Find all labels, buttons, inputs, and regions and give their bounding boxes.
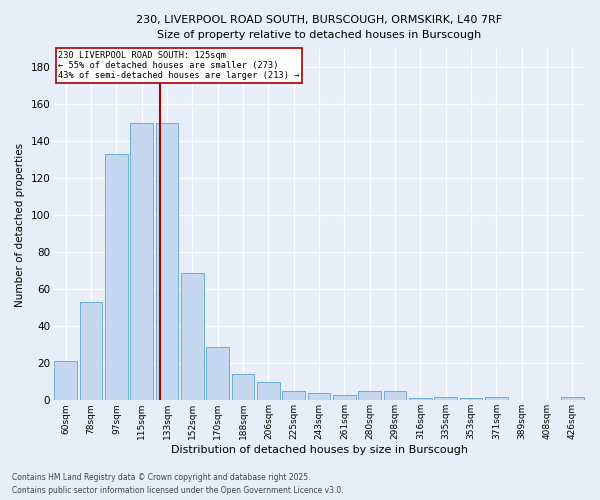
Bar: [206, 346, 229, 401]
Bar: [333, 394, 356, 400]
Bar: [409, 398, 432, 400]
Bar: [308, 393, 331, 400]
Bar: [181, 272, 204, 400]
Bar: [283, 391, 305, 400]
Bar: [358, 391, 381, 400]
Bar: [561, 396, 584, 400]
Title: 230, LIVERPOOL ROAD SOUTH, BURSCOUGH, ORMSKIRK, L40 7RF
Size of property relativ: 230, LIVERPOOL ROAD SOUTH, BURSCOUGH, OR…: [136, 15, 502, 40]
Bar: [55, 362, 77, 401]
Bar: [434, 396, 457, 400]
Bar: [460, 398, 482, 400]
Bar: [155, 123, 178, 400]
X-axis label: Distribution of detached houses by size in Burscough: Distribution of detached houses by size …: [170, 445, 467, 455]
Y-axis label: Number of detached properties: Number of detached properties: [15, 142, 25, 306]
Bar: [232, 374, 254, 400]
Bar: [80, 302, 103, 400]
Bar: [105, 154, 128, 400]
Bar: [383, 391, 406, 400]
Text: 230 LIVERPOOL ROAD SOUTH: 125sqm
← 55% of detached houses are smaller (273)
43% : 230 LIVERPOOL ROAD SOUTH: 125sqm ← 55% o…: [58, 50, 300, 80]
Bar: [485, 396, 508, 400]
Text: Contains HM Land Registry data © Crown copyright and database right 2025.
Contai: Contains HM Land Registry data © Crown c…: [12, 474, 344, 495]
Bar: [257, 382, 280, 400]
Bar: [130, 123, 153, 400]
